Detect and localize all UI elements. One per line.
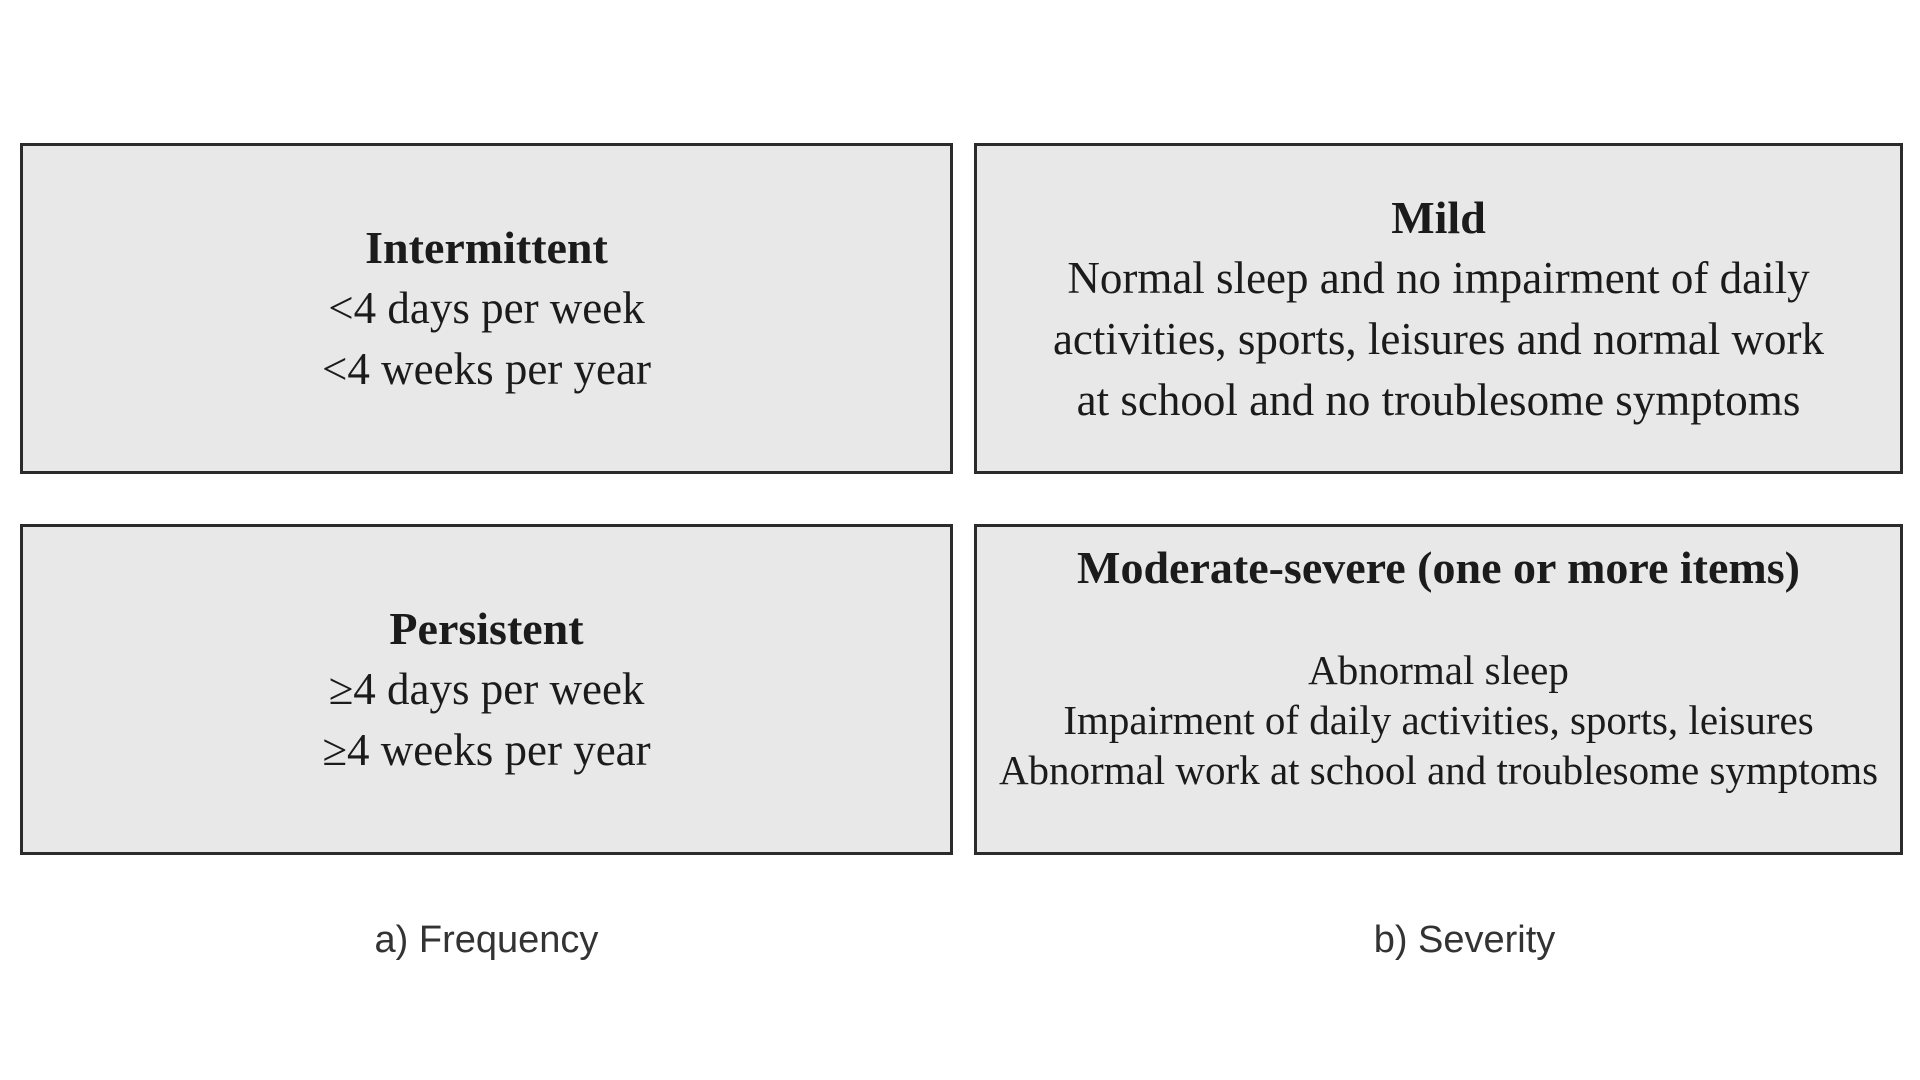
box-persistent: Persistent ≥4 days per week ≥4 weeks per… <box>20 524 953 855</box>
box-mild-line-1: Normal sleep and no impairment of daily <box>1067 252 1810 303</box>
box-moderate-severe-line-1: Abnormal sleep <box>1308 647 1569 693</box>
box-intermittent: Intermittent <4 days per week <4 weeks p… <box>20 143 953 474</box>
box-intermittent-title: Intermittent <box>365 222 608 273</box>
box-mild-line-2: activities, sports, leisures and normal … <box>1052 313 1825 364</box>
box-moderate-severe-line-2: Impairment of daily activities, sports, … <box>1063 697 1814 743</box>
box-intermittent-line-1: <4 days per week <box>328 283 645 333</box>
classification-grid: Intermittent <4 days per week <4 weeks p… <box>20 143 1903 855</box>
box-intermittent-line-2: <4 weeks per year <box>322 344 651 394</box>
box-mild: Mild Normal sleep and no impairment of d… <box>974 143 1903 474</box>
box-mild-title: Mild <box>1391 191 1486 243</box>
box-persistent-title: Persistent <box>389 603 584 654</box>
box-persistent-line-2: ≥4 weeks per year <box>322 725 651 775</box>
box-persistent-line-1: ≥4 days per week <box>328 664 645 714</box>
box-moderate-severe-line-3: Abnormal work at school and troublesome … <box>998 747 1879 793</box>
box-moderate-severe: Moderate-severe (one or more items) Abno… <box>974 524 1903 855</box>
box-mild-line-3: at school and no troublesome symptoms <box>1076 374 1801 425</box>
caption-severity: b) Severity <box>1373 919 1556 961</box>
caption-frequency: a) Frequency <box>374 919 599 961</box>
box-moderate-severe-title: Moderate-severe (one or more items) <box>1077 542 1800 593</box>
